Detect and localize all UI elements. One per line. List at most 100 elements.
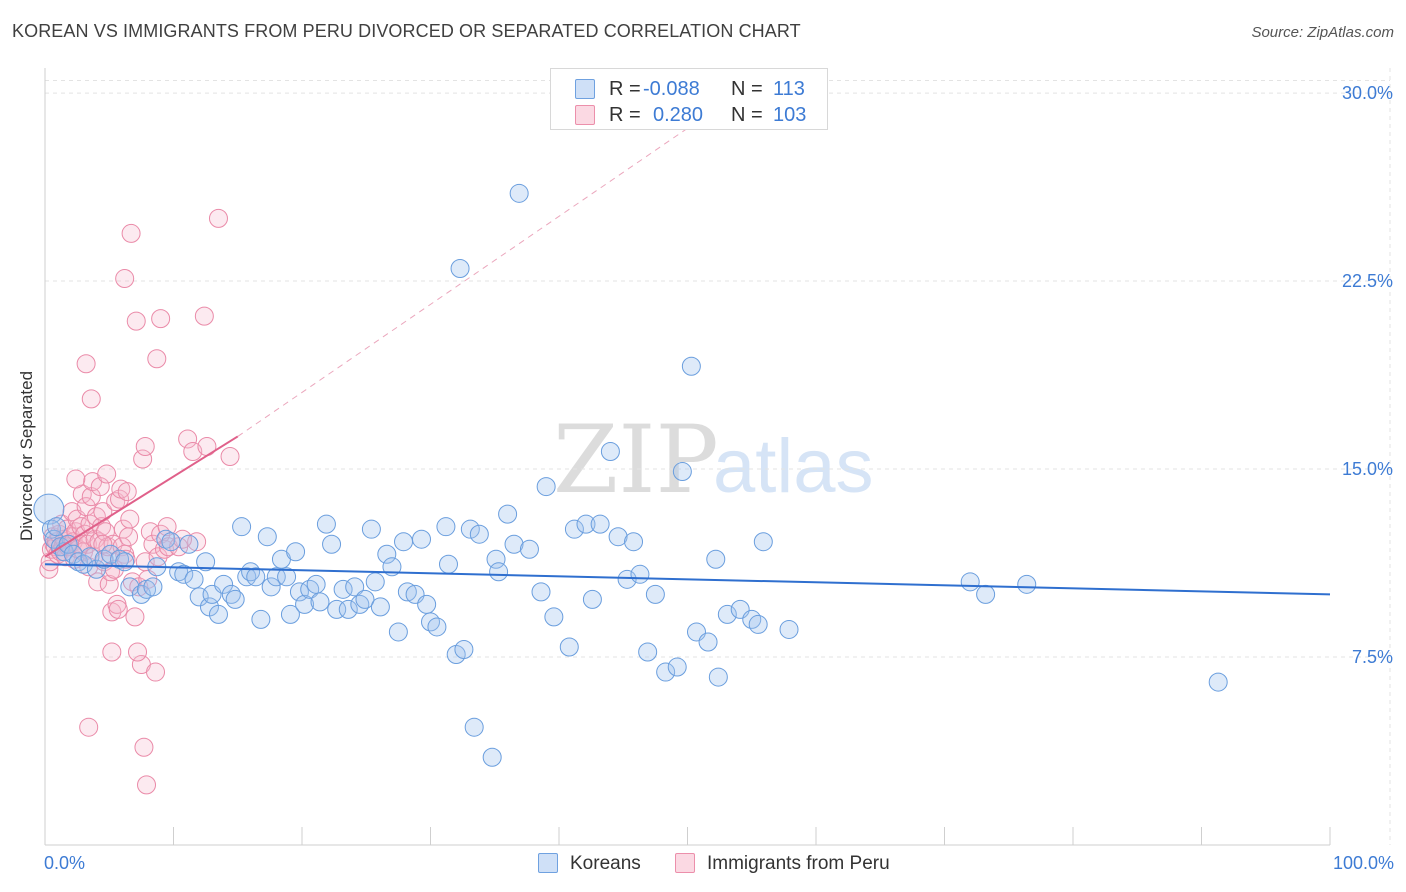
peru-points [39, 208, 240, 795]
korean-point [454, 639, 474, 659]
peru-point [220, 447, 240, 466]
korean-point [350, 594, 370, 614]
korean-point [333, 579, 353, 599]
peru-point [108, 599, 128, 619]
peru-point [98, 537, 118, 557]
watermark-zip: ZIP [553, 406, 719, 515]
peru-point [208, 208, 228, 228]
korean-point [706, 549, 726, 569]
korean-point [698, 632, 718, 652]
korean-point [397, 582, 417, 602]
legend-r-label: R = [609, 78, 641, 100]
peru-point [76, 354, 96, 374]
peru-point [148, 547, 168, 567]
korean-point [196, 552, 216, 572]
x-tick-label-max: 100.0% [1332, 853, 1394, 873]
korean-point [656, 662, 676, 682]
korean-point [345, 577, 365, 597]
korean-point [120, 577, 140, 597]
korean-point [94, 549, 114, 569]
korean-point [1017, 574, 1037, 594]
korean-point [531, 582, 551, 602]
bottom-legend-swatch-peru [675, 853, 695, 873]
peru-point [79, 557, 99, 577]
stats-legend: R = -0.088 N = 113 R = 0.280 N = 103 [550, 68, 828, 130]
korean-point [645, 584, 665, 604]
chart-title: KOREAN VS IMMIGRANTS FROM PERU DIVORCED … [12, 21, 801, 41]
legend-n-label: N = [731, 104, 763, 126]
korean-point [232, 517, 252, 537]
peru-point [90, 477, 110, 497]
korean-point [225, 589, 245, 609]
legend-r-value: 0.280 [653, 104, 704, 126]
korean-point [436, 517, 456, 537]
korean-point [261, 577, 281, 597]
korean-point [717, 604, 737, 624]
korean-point [257, 527, 277, 547]
korean-point [131, 584, 151, 604]
koreans-trend-line [44, 563, 1331, 596]
korean-point [600, 441, 620, 461]
peru-point [194, 306, 214, 326]
korean-point [742, 609, 762, 629]
bottom-legend-label: Koreans [570, 853, 641, 874]
korean-point [464, 717, 484, 737]
peru-point [178, 429, 198, 449]
korean-point [251, 609, 271, 629]
bottom-legend-label: Immigrants from Peru [707, 853, 890, 874]
x-tick-label-min: 0.0% [44, 853, 86, 873]
korean-point [377, 544, 397, 564]
grid-lines [45, 68, 1391, 845]
legend-r-value: -0.088 [643, 78, 700, 100]
korean-point [412, 529, 432, 549]
korean-point [370, 597, 390, 617]
trend-lines [44, 92, 1331, 596]
korean-point [295, 594, 315, 614]
korean-point [33, 493, 65, 525]
peru-point [66, 469, 86, 489]
peru-point [151, 309, 171, 329]
y-tick-label: 15.0% [1342, 459, 1393, 479]
korean-point [286, 542, 306, 562]
korean-point [241, 562, 261, 582]
korean-point [306, 574, 326, 594]
peru-point [81, 389, 101, 409]
peru-point [133, 449, 153, 469]
korean-point [638, 642, 658, 662]
korean-point [498, 504, 518, 524]
korean-point [976, 584, 996, 604]
watermark-atlas: atlas [713, 424, 874, 509]
korean-point [310, 592, 330, 612]
korean-point [486, 549, 506, 569]
y-axis-label: Divorced or Separated [17, 370, 36, 542]
korean-point [421, 612, 440, 632]
peru-point [147, 349, 167, 369]
korean-point [417, 594, 437, 614]
korean-point [246, 567, 266, 587]
axes [44, 68, 1331, 846]
peru-point [117, 482, 137, 502]
korean-point [300, 579, 320, 599]
korean-point [672, 462, 692, 482]
korean-point [667, 657, 687, 677]
peru-point [137, 775, 157, 795]
korean-point [576, 514, 596, 534]
peru-point [110, 489, 130, 509]
korean-point [388, 622, 408, 642]
korean-point [748, 614, 768, 634]
korean-point [355, 589, 375, 609]
korean-point [519, 539, 539, 559]
peru-point [120, 509, 140, 529]
tick-labels: 7.5% 15.0% 22.5% 30.0% [1342, 83, 1393, 667]
legend-row-koreans: R = -0.088 N = 113 [551, 75, 827, 101]
korean-point [427, 617, 447, 637]
legend-swatch-peru [575, 105, 595, 125]
y-tick-label: 30.0% [1342, 83, 1393, 103]
korean-point [382, 557, 402, 577]
korean-point [161, 532, 181, 552]
korean-point [559, 637, 579, 657]
korean-point [322, 534, 342, 554]
peru-point [79, 717, 99, 737]
korean-point [44, 529, 64, 549]
